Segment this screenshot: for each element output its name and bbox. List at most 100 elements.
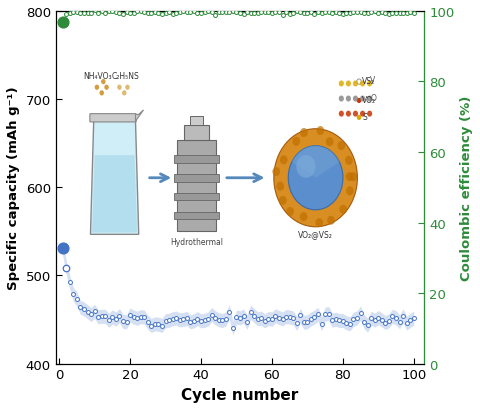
- Wedge shape: [292, 146, 339, 178]
- Point: [87, 311, 95, 318]
- Point: [123, 9, 131, 16]
- Circle shape: [315, 219, 323, 228]
- Point: [307, 10, 315, 16]
- Point: [165, 10, 173, 16]
- Circle shape: [95, 85, 99, 91]
- Point: [389, 11, 396, 18]
- Circle shape: [300, 213, 308, 222]
- Point: [112, 10, 120, 16]
- Circle shape: [286, 207, 294, 216]
- Point: [385, 12, 393, 18]
- Point: [378, 10, 385, 16]
- Text: O: O: [370, 94, 376, 103]
- Text: C₂H₅NS: C₂H₅NS: [112, 72, 140, 81]
- Point: [95, 11, 102, 17]
- Circle shape: [117, 85, 121, 91]
- Circle shape: [353, 96, 358, 102]
- Circle shape: [292, 137, 300, 146]
- Point: [293, 9, 300, 16]
- Point: [119, 11, 127, 18]
- Point: [215, 317, 223, 323]
- Point: [66, 279, 73, 286]
- Point: [169, 11, 177, 18]
- Point: [73, 10, 81, 17]
- Point: [116, 312, 123, 319]
- Point: [403, 11, 410, 17]
- Point: [208, 312, 216, 318]
- Point: [126, 312, 134, 319]
- Point: [105, 317, 113, 324]
- Circle shape: [125, 85, 130, 91]
- Point: [243, 319, 251, 326]
- Point: [349, 316, 357, 323]
- Point: [357, 310, 364, 317]
- Point: [336, 317, 343, 324]
- Point: [70, 292, 77, 298]
- Point: [84, 11, 91, 18]
- Point: [407, 10, 414, 16]
- Point: [59, 245, 67, 252]
- Circle shape: [272, 168, 280, 177]
- Point: [286, 314, 293, 320]
- Point: [243, 10, 251, 16]
- Point: [133, 315, 141, 322]
- Point: [144, 319, 152, 326]
- Circle shape: [349, 173, 357, 182]
- Point: [321, 9, 329, 16]
- Point: [62, 11, 70, 18]
- Point: [197, 318, 205, 324]
- Point: [403, 320, 410, 327]
- Point: [180, 9, 187, 15]
- Circle shape: [316, 127, 324, 136]
- Point: [382, 319, 389, 326]
- Point: [187, 10, 194, 17]
- Point: [236, 11, 244, 18]
- Circle shape: [346, 96, 351, 102]
- Point: [133, 9, 141, 15]
- Point: [233, 10, 240, 16]
- Circle shape: [280, 156, 288, 165]
- Point: [311, 11, 318, 18]
- Point: [410, 315, 418, 321]
- Bar: [174, 175, 219, 182]
- Point: [254, 316, 262, 322]
- Point: [91, 308, 98, 315]
- Point: [201, 317, 208, 324]
- Polygon shape: [90, 122, 139, 235]
- Point: [193, 315, 201, 322]
- Point: [218, 9, 226, 16]
- Point: [367, 315, 375, 322]
- Point: [126, 11, 134, 18]
- Polygon shape: [135, 110, 144, 122]
- Point: [208, 10, 216, 16]
- Point: [162, 11, 169, 17]
- Point: [286, 12, 293, 18]
- Point: [204, 9, 212, 16]
- Point: [392, 11, 400, 17]
- Point: [297, 9, 304, 16]
- Point: [193, 11, 201, 18]
- Point: [84, 309, 91, 315]
- Circle shape: [339, 96, 344, 102]
- Point: [396, 11, 403, 17]
- Point: [325, 10, 333, 17]
- Point: [218, 317, 226, 324]
- Point: [343, 320, 350, 326]
- Point: [314, 10, 322, 16]
- Point: [399, 10, 407, 17]
- Bar: [174, 156, 219, 163]
- Point: [318, 321, 325, 327]
- Point: [66, 11, 73, 18]
- Point: [215, 9, 223, 16]
- Point: [396, 319, 403, 325]
- Point: [282, 9, 290, 16]
- Point: [275, 10, 283, 16]
- Bar: [174, 212, 219, 220]
- Point: [289, 11, 297, 18]
- Point: [314, 311, 322, 318]
- Point: [169, 316, 177, 322]
- Point: [378, 317, 385, 324]
- Point: [318, 10, 325, 17]
- Point: [141, 10, 148, 16]
- Point: [151, 10, 159, 16]
